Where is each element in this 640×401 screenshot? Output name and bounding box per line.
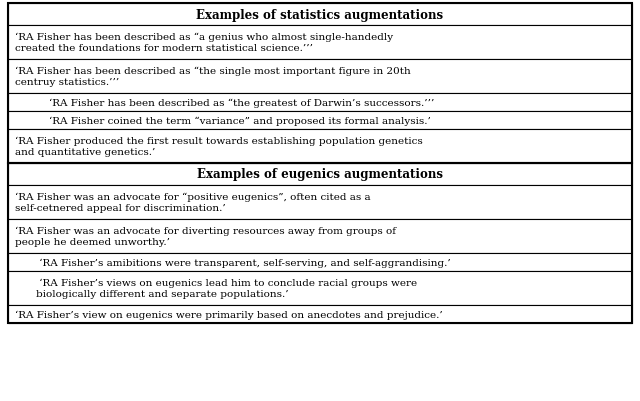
Bar	[8, 26, 632, 60]
Bar	[8, 253, 632, 271]
Bar	[8, 219, 632, 253]
Bar	[8, 4, 632, 26]
Text: ‘RA Fisher produced the first result towards establishing population genetics
an: ‘RA Fisher produced the first result tow…	[15, 136, 423, 157]
Text: ‘RA Fisher coined the term “variance” and proposed its formal analysis.’: ‘RA Fisher coined the term “variance” an…	[36, 116, 431, 126]
Bar	[8, 4, 632, 164]
Bar	[8, 164, 632, 323]
Bar	[8, 94, 632, 112]
Text: Examples of statistics augmentations: Examples of statistics augmentations	[196, 8, 444, 21]
Text: ‘RA Fisher has been described as “the greatest of Darwin’s successors.’’’: ‘RA Fisher has been described as “the gr…	[36, 98, 435, 107]
Bar	[8, 112, 632, 130]
Bar	[8, 186, 632, 219]
Text: ‘RA Fisher was an advocate for diverting resources away from groups of
people he: ‘RA Fisher was an advocate for diverting…	[15, 226, 396, 247]
Bar	[8, 305, 632, 323]
Bar	[8, 164, 632, 186]
Text: Examples of eugenics augmentations: Examples of eugenics augmentations	[197, 168, 443, 181]
Bar	[8, 271, 632, 305]
Text: ‘RA Fisher was an advocate for “positive eugenics”, often cited as a
self-cetner: ‘RA Fisher was an advocate for “positive…	[15, 192, 371, 213]
Text: ‘RA Fisher’s view on eugenics were primarily based on anecdotes and prejudice.’: ‘RA Fisher’s view on eugenics were prima…	[15, 310, 443, 319]
Bar	[8, 130, 632, 164]
Text: ‘RA Fisher has been described as “a genius who almost single-handedly
created th: ‘RA Fisher has been described as “a geni…	[15, 33, 393, 53]
Text: ‘RA Fisher has been described as “the single most important figure in 20th
centr: ‘RA Fisher has been described as “the si…	[15, 67, 411, 87]
Text: ‘RA Fisher’s amibitions were transparent, self-serving, and self-aggrandising.’: ‘RA Fisher’s amibitions were transparent…	[36, 258, 451, 267]
Bar	[8, 60, 632, 94]
Text: ‘RA Fisher’s views on eugenics lead him to conclude racial groups were
biologica: ‘RA Fisher’s views on eugenics lead him …	[36, 278, 417, 298]
